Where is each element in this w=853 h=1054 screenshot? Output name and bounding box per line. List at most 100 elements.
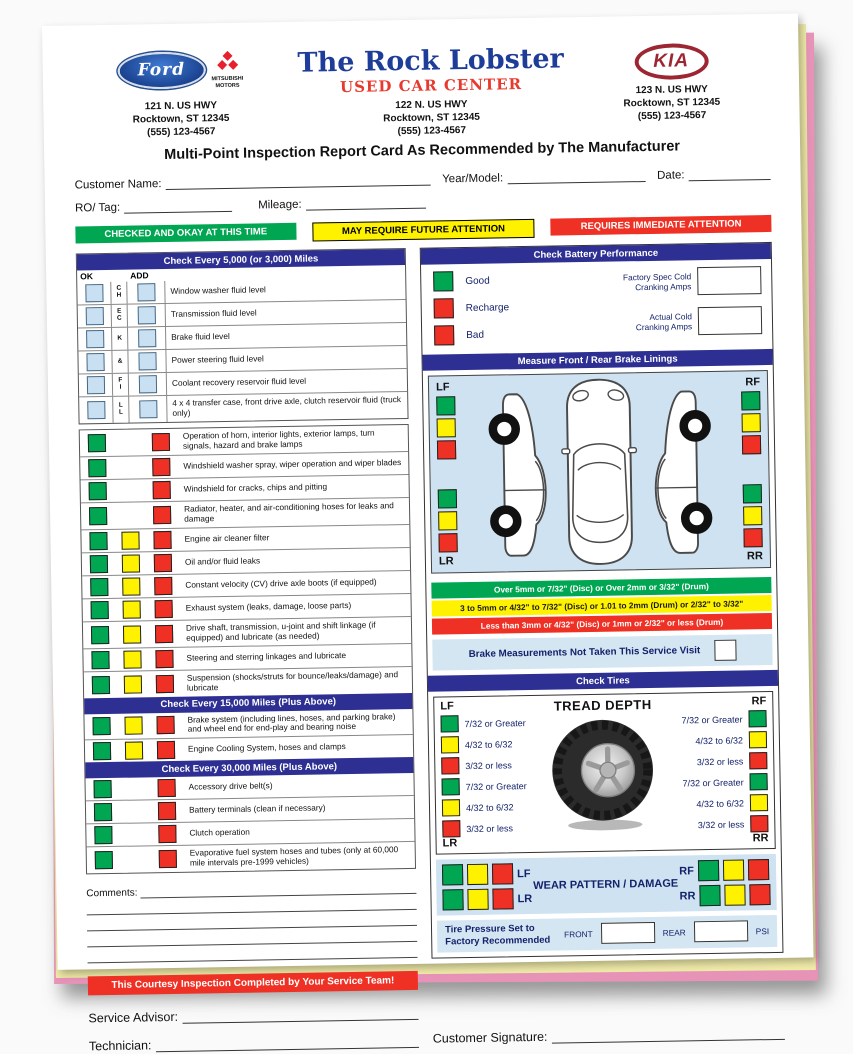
add-checkbox[interactable] xyxy=(138,352,156,370)
red-checkbox[interactable] xyxy=(492,888,513,909)
green-checkbox[interactable] xyxy=(90,555,108,573)
green-checkbox[interactable] xyxy=(749,773,767,790)
add-checkbox[interactable] xyxy=(138,329,156,347)
rear-psi-field[interactable] xyxy=(694,921,748,943)
add-checkbox[interactable] xyxy=(138,375,156,393)
green-checkbox[interactable] xyxy=(433,271,453,291)
yellow-checkbox[interactable] xyxy=(123,650,141,668)
red-checkbox[interactable] xyxy=(743,528,762,547)
technician-field[interactable] xyxy=(155,1034,419,1052)
red-checkbox[interactable] xyxy=(492,863,513,884)
yellow-checkbox[interactable] xyxy=(442,799,460,816)
green-checkbox[interactable] xyxy=(89,482,107,500)
red-checkbox[interactable] xyxy=(749,752,767,769)
green-checkbox[interactable] xyxy=(91,651,109,669)
cranking-amps-field[interactable] xyxy=(697,266,761,295)
yellow-checkbox[interactable] xyxy=(124,675,142,693)
red-checkbox[interactable] xyxy=(157,741,175,759)
yellow-checkbox[interactable] xyxy=(123,625,141,643)
green-checkbox[interactable] xyxy=(442,889,463,910)
red-checkbox[interactable] xyxy=(153,481,171,499)
yellow-checkbox[interactable] xyxy=(749,731,767,748)
add-checkbox[interactable] xyxy=(137,283,155,301)
yellow-checkbox[interactable] xyxy=(122,577,140,595)
green-checkbox[interactable] xyxy=(440,715,458,732)
green-checkbox[interactable] xyxy=(743,484,762,503)
green-checkbox[interactable] xyxy=(442,864,463,885)
red-checkbox[interactable] xyxy=(156,716,174,734)
cranking-amps-field[interactable] xyxy=(698,306,762,335)
red-checkbox[interactable] xyxy=(750,815,768,832)
red-checkbox[interactable] xyxy=(158,802,176,820)
date-field[interactable] xyxy=(688,166,770,181)
green-checkbox[interactable] xyxy=(88,434,106,452)
yellow-checkbox[interactable] xyxy=(743,506,762,525)
red-checkbox[interactable] xyxy=(152,433,170,451)
red-checkbox[interactable] xyxy=(748,859,769,880)
green-checkbox[interactable] xyxy=(748,710,766,727)
yellow-checkbox[interactable] xyxy=(123,600,141,618)
add-checkbox[interactable] xyxy=(139,400,157,418)
yellow-checkbox[interactable] xyxy=(124,717,142,735)
green-checkbox[interactable] xyxy=(90,578,108,596)
red-checkbox[interactable] xyxy=(749,884,770,905)
front-psi-field[interactable] xyxy=(601,922,655,944)
green-checkbox[interactable] xyxy=(91,601,109,619)
ok-checkbox[interactable] xyxy=(85,307,103,325)
service-advisor-field[interactable] xyxy=(182,1006,419,1024)
green-checkbox[interactable] xyxy=(95,851,113,869)
yellow-checkbox[interactable] xyxy=(750,794,768,811)
yellow-checkbox[interactable] xyxy=(723,859,744,880)
green-checkbox[interactable] xyxy=(438,489,457,508)
red-checkbox[interactable] xyxy=(154,554,172,572)
year-model-field[interactable] xyxy=(507,168,645,184)
green-checkbox[interactable] xyxy=(89,532,107,550)
yellow-checkbox[interactable] xyxy=(441,736,459,753)
red-checkbox[interactable] xyxy=(441,757,459,774)
ok-checkbox[interactable] xyxy=(86,353,104,371)
green-checkbox[interactable] xyxy=(88,459,106,477)
ro-tag-field[interactable] xyxy=(124,198,232,214)
red-checkbox[interactable] xyxy=(434,298,454,318)
yellow-checkbox[interactable] xyxy=(467,864,488,885)
mileage-field[interactable] xyxy=(306,195,426,211)
green-checkbox[interactable] xyxy=(89,507,107,525)
yellow-checkbox[interactable] xyxy=(125,742,143,760)
red-checkbox[interactable] xyxy=(437,440,456,459)
green-checkbox[interactable] xyxy=(436,396,455,415)
red-checkbox[interactable] xyxy=(742,435,761,454)
red-checkbox[interactable] xyxy=(159,850,177,868)
customer-name-field[interactable] xyxy=(165,172,430,190)
red-checkbox[interactable] xyxy=(438,533,457,552)
yellow-checkbox[interactable] xyxy=(467,889,488,910)
red-checkbox[interactable] xyxy=(158,779,176,797)
add-checkbox[interactable] xyxy=(137,306,155,324)
green-checkbox[interactable] xyxy=(94,803,112,821)
yellow-checkbox[interactable] xyxy=(121,531,139,549)
red-checkbox[interactable] xyxy=(155,600,173,618)
ok-checkbox[interactable] xyxy=(87,401,105,419)
ok-checkbox[interactable] xyxy=(85,284,103,302)
ok-checkbox[interactable] xyxy=(86,376,104,394)
green-checkbox[interactable] xyxy=(93,742,111,760)
green-checkbox[interactable] xyxy=(699,885,720,906)
green-checkbox[interactable] xyxy=(94,780,112,798)
green-checkbox[interactable] xyxy=(94,826,112,844)
red-checkbox[interactable] xyxy=(442,820,460,837)
green-checkbox[interactable] xyxy=(92,717,110,735)
red-checkbox[interactable] xyxy=(153,506,171,524)
brake-not-taken-checkbox[interactable] xyxy=(714,640,736,661)
green-checkbox[interactable] xyxy=(92,676,110,694)
yellow-checkbox[interactable] xyxy=(724,884,745,905)
red-checkbox[interactable] xyxy=(156,674,174,692)
red-checkbox[interactable] xyxy=(152,458,170,476)
red-checkbox[interactable] xyxy=(158,825,176,843)
red-checkbox[interactable] xyxy=(153,531,171,549)
red-checkbox[interactable] xyxy=(434,325,454,345)
customer-signature-field[interactable] xyxy=(551,1026,785,1044)
yellow-checkbox[interactable] xyxy=(122,554,140,572)
yellow-checkbox[interactable] xyxy=(438,511,457,530)
green-checkbox[interactable] xyxy=(442,778,460,795)
red-checkbox[interactable] xyxy=(155,625,173,643)
yellow-checkbox[interactable] xyxy=(742,413,761,432)
